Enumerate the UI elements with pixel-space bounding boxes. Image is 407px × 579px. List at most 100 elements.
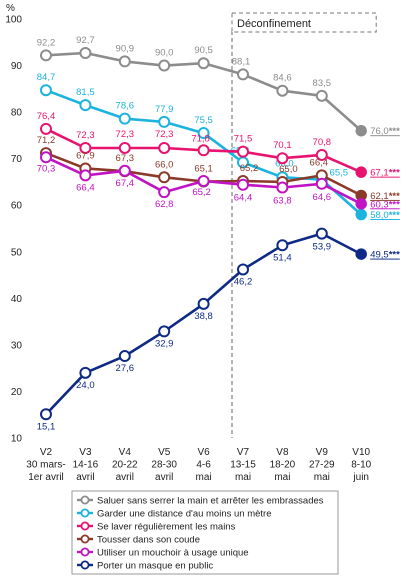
data-label: 65,1	[194, 163, 213, 174]
data-label: 27,6	[116, 363, 135, 374]
data-point	[315, 227, 328, 240]
legend-item: Garder une distance d'au moins un mètre	[77, 508, 272, 520]
data-point	[355, 166, 367, 178]
x-tick-label: 4-6	[196, 460, 211, 471]
x-tick-label: 28-30	[151, 460, 177, 471]
data-point	[315, 177, 328, 190]
y-tick-label: 70	[11, 154, 23, 165]
data-label: 67,3	[116, 153, 135, 164]
series-6: 15,1 24,0 27,6 32,9 38,8 46,2 51,4 53,9 49,5***	[37, 227, 400, 432]
data-point	[276, 84, 289, 97]
x-tick-label: 1er avril	[28, 472, 64, 483]
data-label: 72,3	[76, 130, 95, 141]
data-label: 70,3	[37, 163, 56, 174]
data-point	[158, 171, 171, 184]
legend-item: Saluer sans serrer la main et arrêter le…	[77, 495, 324, 507]
data-label: 71,5	[234, 134, 253, 145]
significance-marker: ***	[389, 191, 400, 202]
significance-marker: ***	[389, 168, 400, 179]
data-label: 72,3	[116, 129, 135, 140]
deconfinement-label: Déconfinement	[237, 18, 311, 30]
y-tick-label: 80	[11, 108, 23, 119]
data-label: 24,0	[76, 380, 95, 391]
x-tick-label: 27-29	[309, 460, 335, 471]
series-1: 92,2 92,7 90,9 90,0 90,5 88,1 84,6 83,5 76,0***	[37, 35, 400, 137]
series-2: 84,781,578,677,975,569,266,065,558,0***	[37, 72, 400, 221]
data-label: 51,4	[273, 252, 292, 263]
data-label: 65,0	[279, 164, 298, 175]
data-label: 53,9	[313, 242, 332, 253]
data-point	[118, 112, 131, 125]
data-label: 32,9	[155, 338, 174, 349]
data-label: 75,5	[194, 115, 213, 126]
x-tick-label: V4	[119, 447, 132, 458]
data-label: 81,5	[76, 87, 95, 98]
data-label: 67,4	[116, 178, 135, 189]
data-point	[40, 408, 52, 421]
data-label: 62,1***	[370, 191, 400, 202]
data-point	[276, 239, 289, 252]
legend-swatch-marker	[80, 560, 90, 570]
data-label: 63,8	[273, 196, 292, 207]
data-label: 66,4	[310, 157, 329, 168]
data-label: 70,8	[313, 137, 332, 148]
x-tick-label: mai	[314, 472, 330, 483]
data-label: 67,1***	[370, 168, 400, 179]
significance-marker: ***	[389, 250, 400, 261]
data-point	[158, 59, 171, 72]
data-point	[118, 164, 131, 177]
data-label: 46,2	[234, 276, 253, 287]
data-point	[355, 248, 367, 260]
legend-label: Porter un masque en public	[97, 561, 213, 572]
data-point	[237, 68, 249, 81]
data-label: 88,1	[232, 56, 251, 67]
data-point	[158, 115, 171, 128]
data-point	[40, 122, 52, 135]
data-point	[237, 145, 249, 158]
legend-item: Se laver régulièrement les mains	[77, 522, 236, 533]
data-label: 60,3***	[370, 199, 400, 210]
data-label: 67,9	[76, 150, 95, 161]
data-point	[118, 55, 131, 68]
data-point	[315, 148, 328, 161]
data-point	[315, 89, 328, 102]
x-tick-label: V8	[276, 447, 289, 458]
x-tick-label: mai	[274, 472, 290, 483]
data-point	[158, 186, 171, 199]
data-point	[118, 141, 131, 154]
legend-swatch-marker	[80, 534, 90, 544]
series-group: 92,2 92,7 90,9 90,0 90,5 88,1 84,6 83,5 76,0*** 8…	[37, 35, 400, 432]
data-point	[197, 127, 210, 140]
x-tick-label: V2	[40, 447, 53, 458]
data-label: 65,2	[192, 187, 211, 198]
x-tick-label: avril	[116, 472, 134, 483]
x-tick-label: juin	[352, 472, 369, 483]
data-point	[237, 263, 249, 276]
legend-label: Utiliser un mouchoir à usage unique	[97, 548, 249, 559]
significance-marker: ***	[389, 126, 400, 137]
y-axis-label: %	[6, 3, 15, 14]
legend-label: Saluer sans serrer la main et arrêter le…	[97, 496, 324, 507]
data-label: 72,3	[155, 129, 174, 140]
data-label: 64,4	[234, 193, 253, 204]
x-tick-label: V6	[197, 447, 210, 458]
y-tick-label: 40	[11, 294, 23, 305]
x-tick-label: 20-22	[112, 460, 138, 471]
x-tick-label: avril	[76, 472, 94, 483]
data-label: 49,5***	[370, 250, 400, 261]
legend-label: Garder une distance d'au moins un mètre	[97, 509, 272, 520]
x-tick-label: 18-20	[270, 460, 296, 471]
x-tick-label: 8-10	[351, 460, 371, 471]
data-label: 92,2	[37, 37, 56, 48]
data-point	[355, 198, 367, 210]
legend-label: Se laver régulièrement les mains	[97, 522, 236, 533]
x-tick-label: mai	[235, 472, 251, 483]
legend: Saluer sans serrer la main et arrêter le…	[71, 490, 339, 575]
data-point	[197, 297, 210, 310]
y-tick-label: 60	[11, 201, 23, 212]
x-tick-label: avril	[155, 472, 173, 483]
data-label: 66,0	[155, 159, 174, 170]
data-label: 71,2	[37, 135, 56, 146]
data-label: 58,0***	[370, 210, 400, 221]
data-point	[158, 325, 171, 338]
